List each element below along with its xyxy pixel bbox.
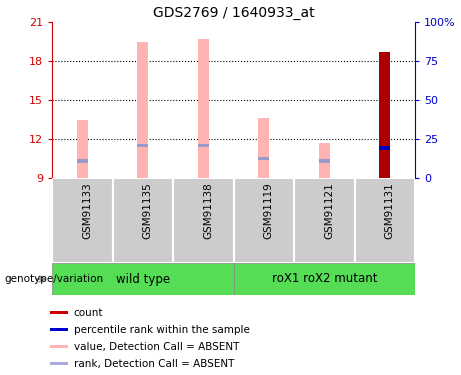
Text: GSM91119: GSM91119	[264, 182, 274, 239]
Text: roX1 roX2 mutant: roX1 roX2 mutant	[272, 273, 377, 285]
Bar	[258, 118, 269, 178]
Bar	[173, 178, 234, 263]
Bar	[50, 362, 68, 365]
Bar	[77, 120, 88, 178]
Text: wild type: wild type	[116, 273, 170, 285]
Text: count: count	[74, 308, 103, 318]
Bar	[379, 52, 390, 178]
Bar	[198, 144, 209, 147]
Bar	[50, 311, 68, 314]
Bar	[77, 159, 88, 163]
Text: rank, Detection Call = ABSENT: rank, Detection Call = ABSENT	[74, 359, 234, 369]
Bar	[52, 178, 112, 263]
Text: GSM91133: GSM91133	[82, 182, 92, 239]
Bar	[137, 42, 148, 178]
Text: GSM91121: GSM91121	[324, 182, 334, 239]
Text: value, Detection Call = ABSENT: value, Detection Call = ABSENT	[74, 342, 239, 352]
Bar	[234, 263, 415, 295]
Bar	[355, 178, 415, 263]
Bar	[379, 147, 390, 150]
Bar	[112, 178, 173, 263]
Bar	[137, 144, 148, 147]
Bar	[294, 178, 355, 263]
Text: GSM91131: GSM91131	[385, 182, 395, 239]
Text: genotype/variation: genotype/variation	[5, 274, 104, 284]
Bar	[319, 159, 330, 163]
Text: GSM91138: GSM91138	[203, 182, 213, 239]
Bar	[50, 328, 68, 331]
Text: GSM91135: GSM91135	[143, 182, 153, 239]
Bar	[198, 39, 209, 178]
Bar	[52, 263, 234, 295]
Bar	[50, 345, 68, 348]
Bar	[234, 178, 294, 263]
Bar	[319, 143, 330, 178]
Title: GDS2769 / 1640933_at: GDS2769 / 1640933_at	[153, 6, 314, 20]
Bar	[258, 157, 269, 160]
Text: percentile rank within the sample: percentile rank within the sample	[74, 325, 249, 335]
